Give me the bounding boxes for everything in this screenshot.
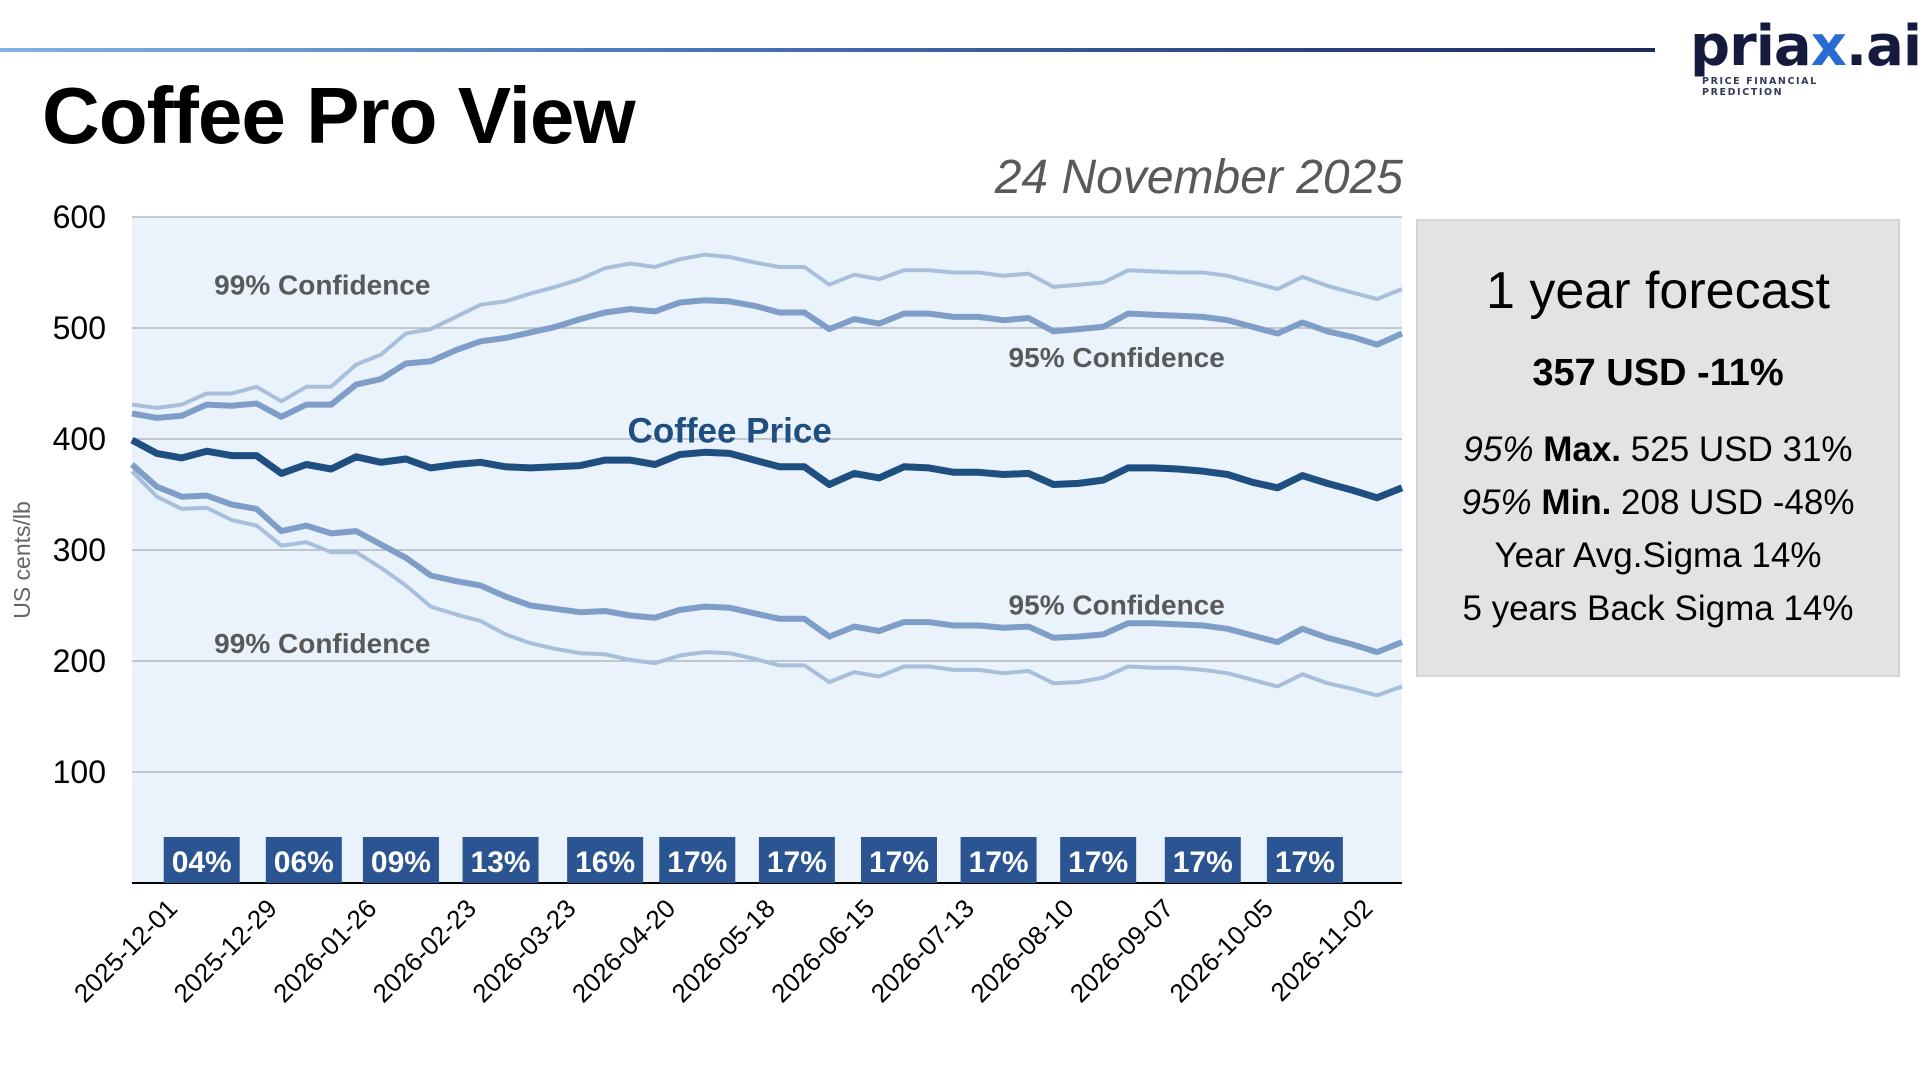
volatility-badge xyxy=(860,837,937,883)
volatility-badge-label: 17% xyxy=(767,846,827,879)
volatility-badge-label: 17% xyxy=(869,846,929,879)
volatility-badge-label: 16% xyxy=(575,846,635,879)
volatility-badge-label: 04% xyxy=(172,846,232,879)
volatility-badge-label: 09% xyxy=(371,846,431,879)
x-tick-label: 2025-12-29 xyxy=(167,893,282,1008)
y-tick-label: 500 xyxy=(53,310,106,346)
series-coffee-price xyxy=(130,437,1404,502)
year-sigma: Year Avg.Sigma 14% xyxy=(1494,536,1822,575)
x-tick-label: 2026-11-02 xyxy=(1265,893,1379,1007)
back-sigma: 5 years Back Sigma 14% xyxy=(1462,589,1854,628)
forecast-headline: 357 USD -11% xyxy=(1532,352,1784,394)
volatility-badge xyxy=(265,837,342,883)
volatility-badge xyxy=(462,837,539,883)
series-99-confidence-upper xyxy=(131,252,1403,410)
logo-wordmark: priax.ai xyxy=(1690,14,1920,79)
report-date: 24 November 2025 xyxy=(994,151,1403,204)
x-tick-label: 2026-02-23 xyxy=(367,893,482,1008)
volatility-badge xyxy=(960,837,1037,883)
x-tick-label: 2026-04-20 xyxy=(566,893,681,1008)
series-99-confidence-lower xyxy=(130,469,1403,698)
annotation-price-line: Coffee Price xyxy=(628,411,832,450)
annotation-lower-95-band: 95% Confidence xyxy=(1009,589,1225,620)
x-tick-label: 2026-07-13 xyxy=(865,893,980,1008)
volatility-badge xyxy=(1266,837,1343,883)
x-tick-label: 2026-10-05 xyxy=(1164,893,1279,1008)
annotation-lower-99-band: 99% Confidence xyxy=(214,628,430,659)
volatility-badge-label: 17% xyxy=(1068,846,1128,879)
volatility-badge-label: 17% xyxy=(1275,846,1335,879)
x-tick-label: 2026-01-26 xyxy=(267,893,382,1008)
forecast-min-line: 95% Min. 208 USD -48% xyxy=(1461,483,1855,522)
volatility-badge-label: 17% xyxy=(1173,846,1233,879)
volatility-badge xyxy=(758,837,835,883)
volatility-badge-label: 06% xyxy=(274,846,334,879)
x-tick-label: 2026-08-10 xyxy=(964,893,1079,1008)
header-divider xyxy=(0,48,1655,52)
y-tick-label: 600 xyxy=(53,199,106,235)
forecast-max-line: 95% Max. 525 USD 31% xyxy=(1463,430,1853,469)
x-tick-label: 2026-06-15 xyxy=(765,893,880,1008)
annotation-upper-99-band: 99% Confidence xyxy=(214,270,430,301)
series-95-confidence-lower xyxy=(130,462,1404,656)
page-title: Coffee Pro View xyxy=(42,71,636,160)
volatility-badge xyxy=(163,837,240,883)
y-tick-label: 300 xyxy=(53,532,106,568)
y-tick-label: 400 xyxy=(53,421,106,457)
volatility-badge-label: 13% xyxy=(471,846,531,879)
y-tick-label: 200 xyxy=(53,643,106,679)
volatility-badge xyxy=(362,837,439,883)
logo: priax.ai PRICE FINANCIAL PREDICTION xyxy=(1690,14,1920,99)
volatility-badge-label: 17% xyxy=(969,846,1029,879)
volatility-badge xyxy=(567,837,644,883)
forecast-panel: 1 year forecast 357 USD -11% 95% Max. 52… xyxy=(1416,219,1900,677)
volatility-badge xyxy=(1060,837,1137,883)
x-tick-label: 2026-09-07 xyxy=(1064,893,1179,1008)
volatility-badge xyxy=(1164,837,1241,883)
x-tick-label: 2026-03-23 xyxy=(466,893,581,1008)
annotation-upper-95-band: 95% Confidence xyxy=(1009,342,1225,373)
y-axis-label: US cents/lb xyxy=(9,501,35,619)
x-tick-label: 2025-12-01 xyxy=(68,893,183,1008)
series-95-confidence-upper xyxy=(131,297,1404,421)
volatility-badge-label: 17% xyxy=(667,846,727,879)
y-tick-label: 100 xyxy=(53,754,106,790)
x-tick-label: 2026-05-18 xyxy=(666,893,781,1008)
logo-tagline: PRICE FINANCIAL PREDICTION xyxy=(1702,76,1818,98)
forecast-title: 1 year forecast xyxy=(1486,262,1830,320)
volatility-badge xyxy=(659,837,736,883)
